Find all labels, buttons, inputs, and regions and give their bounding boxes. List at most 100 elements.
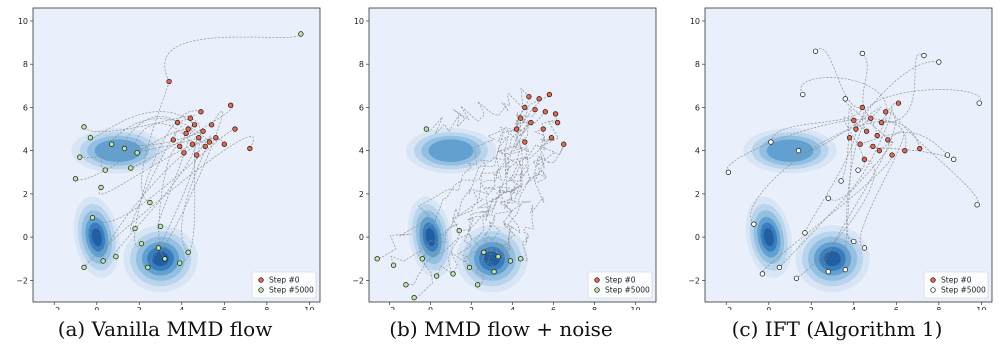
trajectory bbox=[98, 137, 216, 195]
density-level bbox=[763, 228, 774, 247]
start-point bbox=[542, 109, 548, 115]
end-point bbox=[147, 199, 153, 206]
end-point bbox=[851, 238, 857, 245]
trajectory bbox=[390, 94, 552, 266]
trajectory bbox=[496, 121, 559, 260]
start-point bbox=[228, 102, 234, 108]
x-tick-label: 6 bbox=[222, 306, 227, 310]
start-point bbox=[526, 93, 532, 100]
end-point bbox=[134, 150, 140, 156]
end-point bbox=[433, 273, 440, 279]
end-point bbox=[481, 249, 487, 255]
start-point bbox=[561, 141, 567, 147]
start-point bbox=[917, 145, 923, 152]
y-tick-label: 6 bbox=[359, 103, 364, 112]
end-point bbox=[495, 253, 501, 260]
end-point bbox=[177, 260, 183, 266]
x-tick-label: 8 bbox=[592, 306, 597, 310]
end-point bbox=[374, 256, 380, 262]
end-point bbox=[838, 178, 844, 184]
x-tick-label: 0 bbox=[428, 306, 433, 310]
end-point bbox=[403, 282, 409, 288]
end-point bbox=[456, 228, 462, 234]
end-point bbox=[102, 167, 108, 173]
end-point bbox=[100, 258, 106, 264]
end-point bbox=[138, 240, 145, 247]
y-tick-label: 0 bbox=[695, 233, 700, 242]
start-point bbox=[194, 152, 200, 158]
density-level bbox=[152, 251, 169, 267]
trajectory bbox=[426, 87, 530, 135]
start-point bbox=[883, 109, 889, 115]
trajectory bbox=[881, 53, 925, 123]
end-point bbox=[921, 52, 927, 59]
end-point bbox=[466, 264, 473, 271]
start-point bbox=[532, 106, 538, 113]
x-tick-label: 2 bbox=[137, 306, 142, 310]
y-tick-label: 0 bbox=[23, 233, 28, 242]
end-point bbox=[861, 245, 868, 251]
density-level bbox=[824, 251, 841, 267]
y-tick-label: 8 bbox=[359, 60, 364, 69]
y-tick-label: 10 bbox=[18, 17, 28, 26]
y-tick-label: 8 bbox=[695, 60, 700, 69]
trajectory bbox=[520, 137, 557, 262]
axes-frame bbox=[32, 7, 321, 303]
trajectory bbox=[869, 146, 954, 160]
density-level bbox=[91, 228, 102, 247]
end-point bbox=[793, 275, 800, 281]
start-point bbox=[546, 91, 553, 98]
trajectory bbox=[92, 128, 236, 223]
start-point bbox=[885, 137, 891, 143]
x-tick-label: 10 bbox=[630, 306, 640, 310]
trajectory bbox=[450, 118, 522, 275]
start-point bbox=[185, 126, 191, 132]
start-point bbox=[198, 109, 204, 115]
end-point bbox=[951, 156, 957, 162]
end-point bbox=[855, 167, 861, 173]
trajectory bbox=[459, 144, 565, 233]
y-tick-label: −2 bbox=[688, 276, 700, 285]
y-tick-label: 2 bbox=[23, 190, 28, 199]
start-point bbox=[191, 122, 198, 128]
legend-marker-step0 bbox=[930, 277, 936, 283]
y-tick-label: −2 bbox=[352, 276, 364, 285]
x-tick-label: 8 bbox=[936, 306, 941, 310]
start-point bbox=[183, 130, 189, 137]
end-point bbox=[759, 271, 766, 277]
trajectory bbox=[475, 96, 532, 286]
y-tick-label: 2 bbox=[359, 190, 364, 199]
x-tick-label: 0 bbox=[94, 306, 99, 310]
density-level bbox=[428, 139, 474, 163]
y-tick-label: 0 bbox=[359, 233, 364, 242]
x-tick-label: −2 bbox=[48, 306, 60, 310]
trajectory bbox=[798, 106, 882, 153]
end-point bbox=[974, 202, 980, 208]
start-point bbox=[861, 156, 868, 162]
legend-marker-step5000 bbox=[594, 287, 600, 293]
x-tick-label: 4 bbox=[179, 306, 184, 310]
end-point bbox=[944, 152, 951, 158]
x-tick-label: −2 bbox=[384, 306, 396, 310]
start-point bbox=[170, 137, 176, 143]
start-point bbox=[528, 119, 534, 126]
trajectories bbox=[726, 48, 981, 279]
end-point bbox=[155, 245, 162, 251]
end-point bbox=[423, 126, 430, 132]
trajectory bbox=[134, 123, 193, 154]
x-tick-label: 10 bbox=[976, 306, 986, 310]
caption-a: (a) Vanilla MMD flow bbox=[57, 317, 273, 341]
x-tick-label: 8 bbox=[264, 306, 269, 310]
y-tick-label: 4 bbox=[23, 147, 28, 156]
end-point bbox=[976, 100, 982, 106]
x-tick-label: 10 bbox=[304, 306, 314, 310]
caption-c: (c) IFT (Algorithm 1) bbox=[731, 317, 943, 341]
trajectory bbox=[761, 154, 893, 275]
start-point bbox=[552, 111, 559, 117]
start-point bbox=[181, 150, 187, 156]
start-point bbox=[522, 104, 528, 111]
start-point bbox=[208, 122, 215, 128]
trajectory bbox=[859, 130, 905, 249]
